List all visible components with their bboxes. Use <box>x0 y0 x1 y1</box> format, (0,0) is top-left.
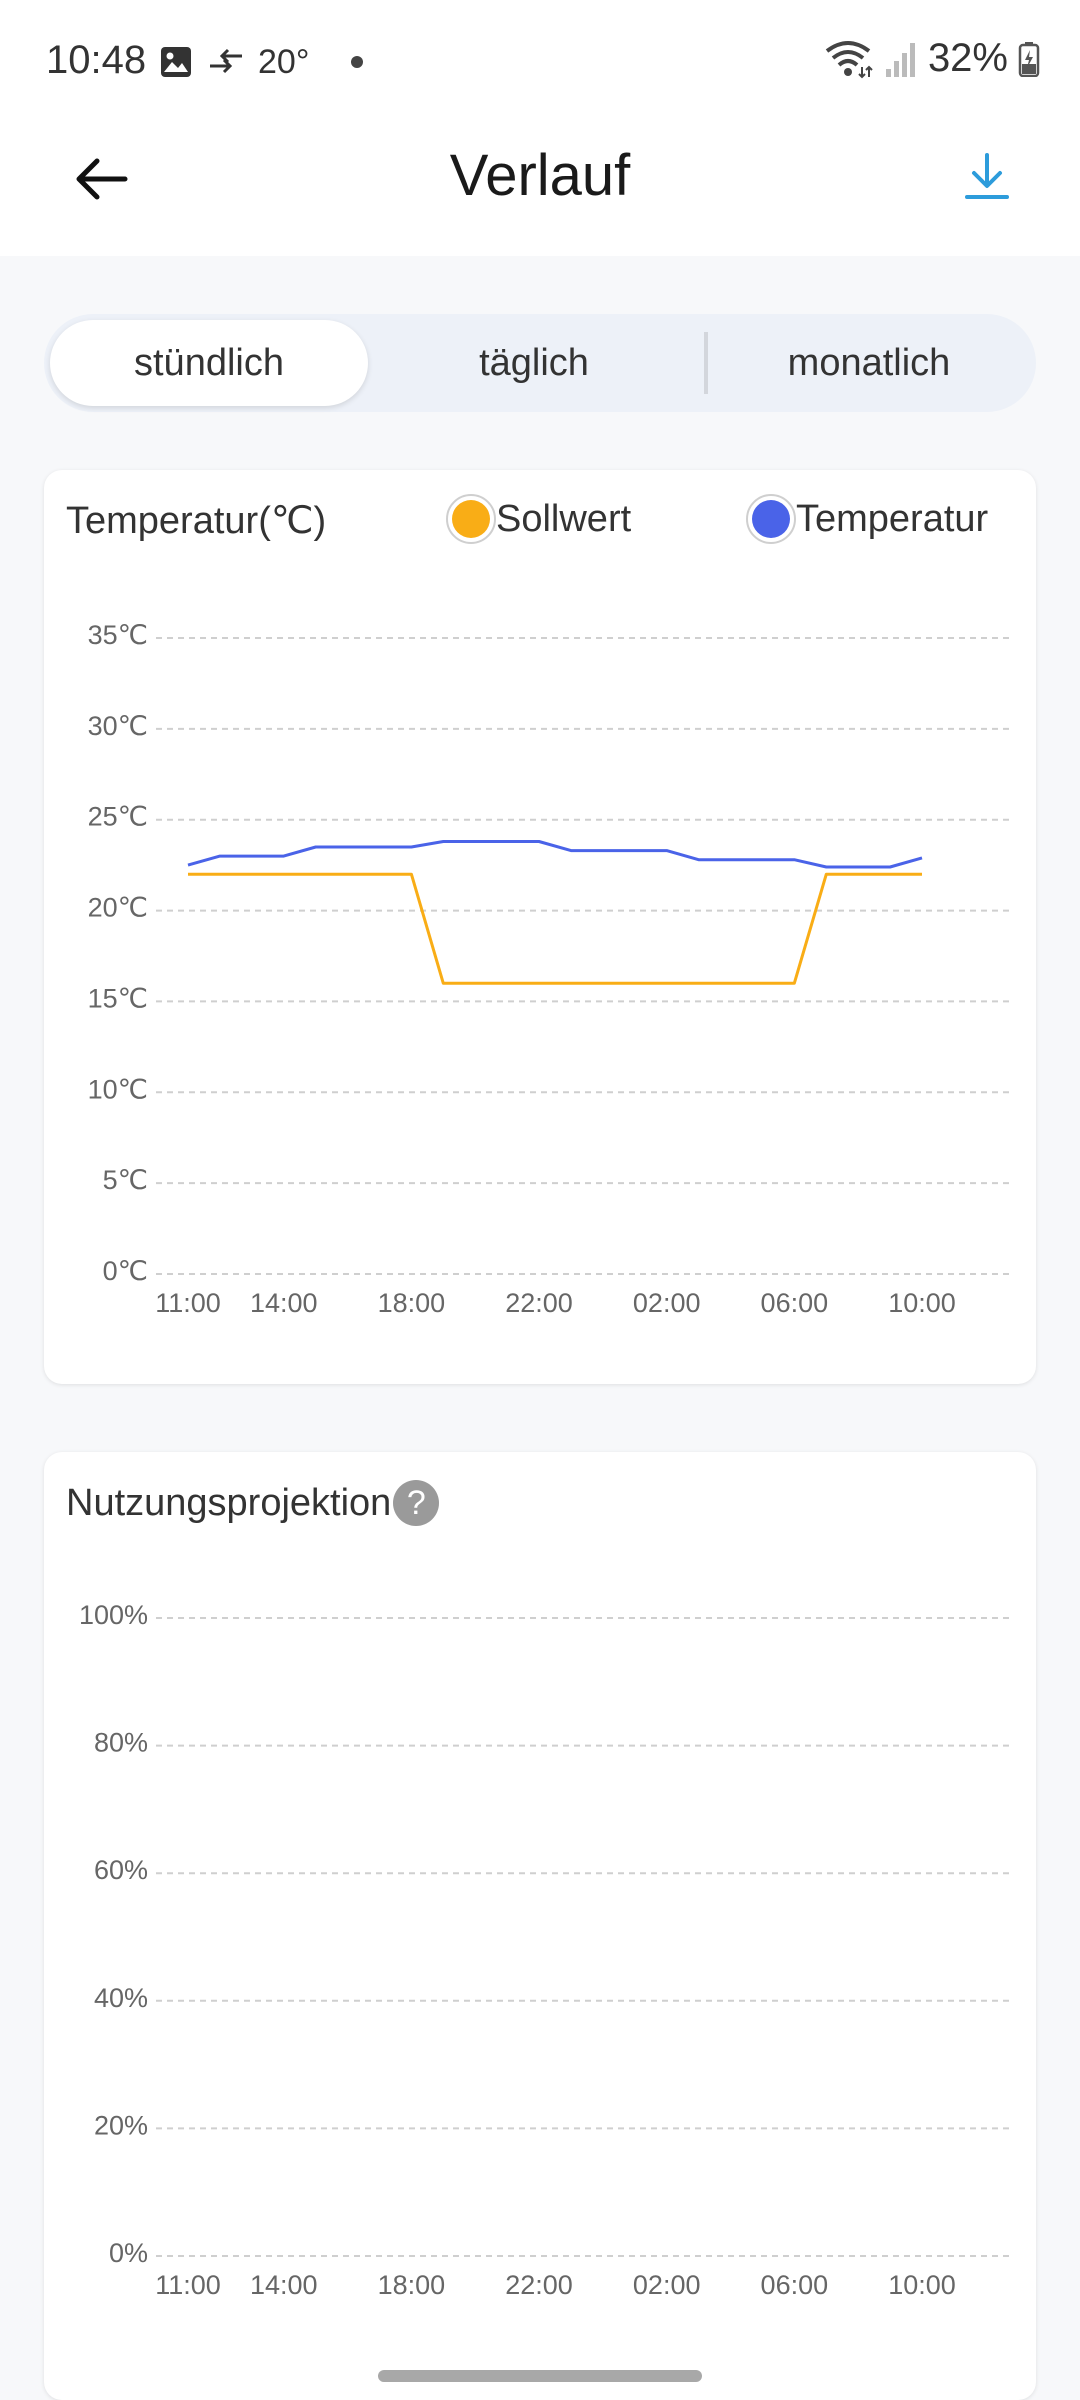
arrow-left-icon <box>76 158 128 200</box>
legend-sollwert-label: Sollwert <box>496 497 632 540</box>
temp-x-tick-label: 10:00 <box>888 1288 956 1318</box>
status-time: 10:48 <box>46 38 147 82</box>
temp-y-tick-label: 30℃ <box>88 711 148 741</box>
temperature-card: Temperatur(℃) Sollwert Temperatur 0℃ 5℃ 10… <box>44 470 1036 1384</box>
download-icon <box>965 153 1009 199</box>
usage-y-tick-label: 0% <box>109 2238 148 2268</box>
temp-y-tick-label: 35℃ <box>88 620 148 650</box>
temp-x-tick-label: 18:00 <box>378 1288 446 1318</box>
temp-x-tick-label: 22:00 <box>505 1288 573 1318</box>
legend-temperatur[interactable]: Temperatur <box>746 494 988 544</box>
temp-x-tick-label: 02:00 <box>633 1288 701 1318</box>
gallery-icon <box>161 47 191 77</box>
temp-y-tick-label: 20℃ <box>88 893 148 923</box>
usage-card-title: Nutzungsprojektion <box>66 1481 392 1524</box>
temp-y-tick-label: 10℃ <box>88 1074 148 1104</box>
temp-y-tick-label: 0℃ <box>103 1256 148 1286</box>
signal-icon <box>885 42 915 77</box>
usage-y-tick-label: 20% <box>94 2110 148 2140</box>
usage-x-tick-label: 10:00 <box>888 2270 956 2300</box>
tab-daily[interactable]: täglich <box>479 341 589 384</box>
wifi-icon <box>825 40 873 78</box>
temp-x-tick-label: 14:00 <box>250 1288 318 1318</box>
usage-card: Nutzungsprojektion ? 0% 20% 40% 60% 80% 100% 1… <box>44 1452 1036 2400</box>
series-line-temperatur <box>187 840 923 869</box>
notification-dot-icon <box>351 56 364 68</box>
legend-temperatur-label: Temperatur <box>796 497 989 540</box>
data-transfer-icon <box>210 48 242 74</box>
back-button[interactable] <box>66 144 136 214</box>
page-title: Verlauf <box>449 143 631 208</box>
temp-y-tick-label: 5℃ <box>103 1165 148 1195</box>
usage-x-tick-label: 02:00 <box>633 2270 701 2300</box>
legend-sollwert-dot <box>446 494 496 544</box>
battery-icon <box>1018 41 1040 77</box>
usage-x-tick-label: 06:00 <box>761 2270 829 2300</box>
usage-y-tick-label: 100% <box>79 1600 148 1630</box>
status-icons-right: 32% <box>824 36 1040 81</box>
home-indicator <box>378 2370 702 2382</box>
temperature-chart: 0℃ 5℃ 10℃ 15℃ 20℃ 25℃ 30℃ 35℃ 11:00 14:00 18:00 22:… <box>88 620 1012 1318</box>
usage-y-tick-label: 60% <box>94 1855 148 1885</box>
tab-monthly[interactable]: monatlich <box>787 341 951 384</box>
usage-chart: 0% 20% 40% 60% 80% 100% 11:00 14:00 18:00 22:00 02… <box>79 1600 1012 2300</box>
help-icon[interactable]: ? <box>393 1480 440 1526</box>
temp-y-tick-label: 15℃ <box>88 983 148 1013</box>
temp-x-tick-label: 11:00 <box>155 1288 221 1318</box>
temp-x-tick-label: 06:00 <box>761 1288 829 1318</box>
legend-sollwert[interactable]: Sollwert <box>446 494 631 544</box>
battery-percentage: 32% <box>927 36 1008 80</box>
tab-hourly[interactable]: stündlich <box>50 320 368 406</box>
usage-x-tick-label: 14:00 <box>250 2270 318 2300</box>
usage-y-tick-label: 40% <box>94 1983 148 2013</box>
legend-temperatur-dot <box>746 494 796 544</box>
temperature-card-title: Temperatur(℃) <box>66 500 327 542</box>
usage-x-tick-label: 11:00 <box>155 2270 221 2300</box>
app-header: Verlauf <box>0 118 1080 256</box>
temp-y-tick-label: 25℃ <box>88 802 148 832</box>
usage-card-title-row: Nutzungsprojektion ? <box>66 1480 440 1526</box>
usage-x-tick-label: 18:00 <box>378 2270 446 2300</box>
tab-divider <box>704 332 708 394</box>
period-tabs: stündlich täglich monatlich <box>44 314 1036 412</box>
status-icons-left: 20° <box>158 40 364 84</box>
download-button[interactable] <box>952 142 1022 212</box>
usage-x-tick-label: 22:00 <box>505 2270 573 2300</box>
status-bar: 10:48 20° 32% <box>0 0 1080 118</box>
status-weather-temp: 20° <box>258 42 310 81</box>
usage-y-tick-label: 80% <box>94 1728 148 1758</box>
series-line-sollwert <box>188 872 922 985</box>
